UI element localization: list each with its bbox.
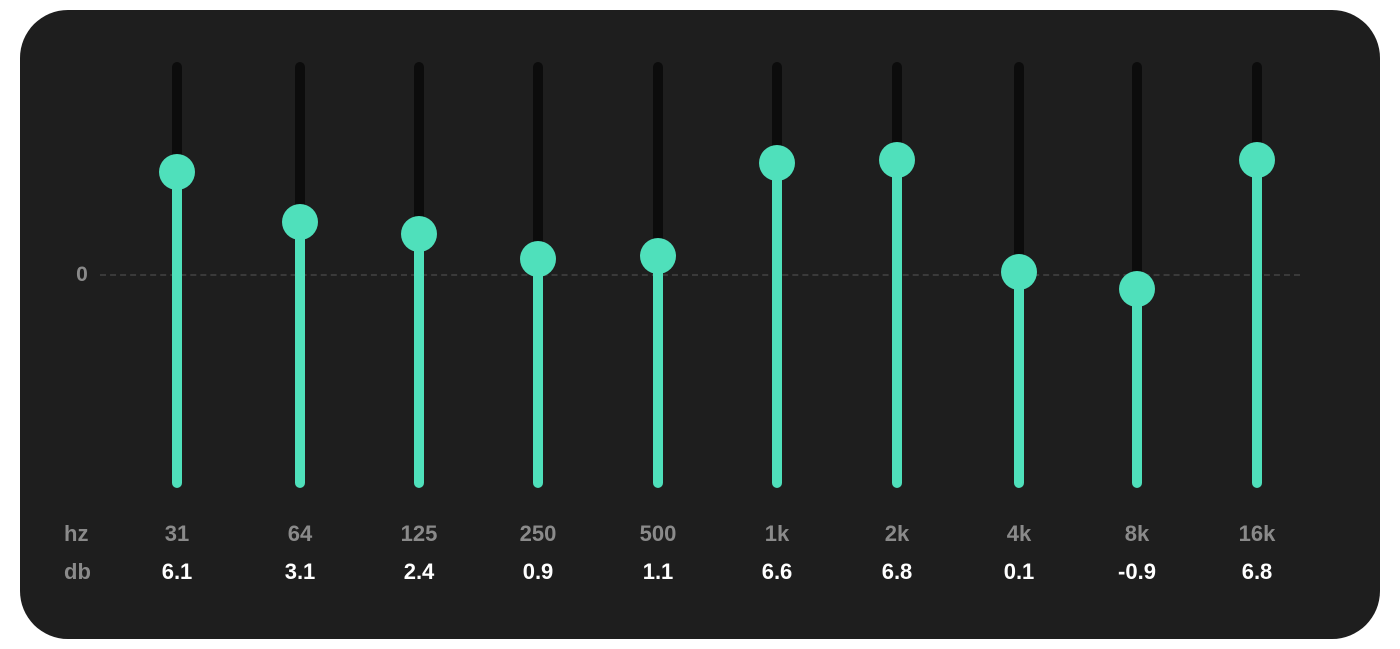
eq-band-64: 64 3.1	[260, 0, 340, 649]
band-frequency-label: 2k	[884, 521, 910, 546]
slider-fill	[172, 171, 182, 488]
equalizer-panel	[20, 10, 1380, 639]
band-gain-value: 2.4	[403, 559, 435, 584]
eq-band-1k: 1k 6.6	[737, 0, 817, 649]
slider-handle[interactable]	[1239, 141, 1275, 178]
hz-row-title: hz	[64, 521, 89, 546]
slider-handle[interactable]	[520, 240, 556, 277]
band-gain-value: 6.8	[881, 559, 913, 584]
eq-band-250: 250 0.9	[498, 0, 578, 649]
band-gain-value: 6.8	[1241, 559, 1273, 584]
slider-handle[interactable]	[759, 145, 795, 182]
band-frequency-label: 250	[519, 521, 557, 546]
band-gain-value: 6.1	[161, 559, 193, 584]
slider-fill	[892, 159, 902, 488]
db-row-title: db	[64, 559, 91, 584]
slider-handle[interactable]	[1001, 254, 1037, 291]
slider-fill	[1252, 159, 1262, 488]
slider-handle[interactable]	[282, 203, 318, 240]
slider-handle[interactable]	[1119, 271, 1155, 308]
slider-handle[interactable]	[401, 215, 437, 252]
slider-handle[interactable]	[159, 153, 195, 190]
band-gain-value: 6.6	[761, 559, 793, 584]
band-frequency-label: 500	[639, 521, 677, 546]
eq-band-4k: 4k 0.1	[979, 0, 1059, 649]
eq-band-16k: 16k 6.8	[1217, 0, 1297, 649]
slider-handle[interactable]	[879, 141, 915, 178]
band-frequency-label: 125	[400, 521, 438, 546]
slider-fill	[1014, 272, 1024, 488]
zero-db-label: 0	[76, 263, 88, 286]
slider-fill	[533, 258, 543, 488]
eq-band-500: 500 1.1	[618, 0, 698, 649]
slider-fill	[1132, 289, 1142, 488]
eq-band-8k: 8k -0.9	[1097, 0, 1177, 649]
eq-band-2k: 2k 6.8	[857, 0, 937, 649]
band-frequency-label: 16k	[1238, 521, 1276, 546]
band-gain-value: 0.1	[1003, 559, 1035, 584]
band-gain-value: 1.1	[642, 559, 674, 584]
slider-fill	[653, 255, 663, 488]
band-frequency-label: 31	[164, 521, 190, 546]
band-gain-value: -0.9	[1118, 559, 1156, 584]
slider-handle[interactable]	[640, 237, 676, 274]
band-frequency-label: 1k	[764, 521, 790, 546]
slider-fill	[414, 233, 424, 488]
zero-db-line	[100, 274, 1300, 276]
band-gain-value: 0.9	[522, 559, 554, 584]
band-frequency-label: 64	[287, 521, 313, 546]
eq-band-31: 31 6.1	[137, 0, 217, 649]
eq-band-125: 125 2.4	[379, 0, 459, 649]
band-frequency-label: 4k	[1006, 521, 1032, 546]
slider-fill	[772, 163, 782, 488]
slider-fill	[295, 221, 305, 488]
band-frequency-label: 8k	[1124, 521, 1150, 546]
band-gain-value: 3.1	[284, 559, 316, 584]
